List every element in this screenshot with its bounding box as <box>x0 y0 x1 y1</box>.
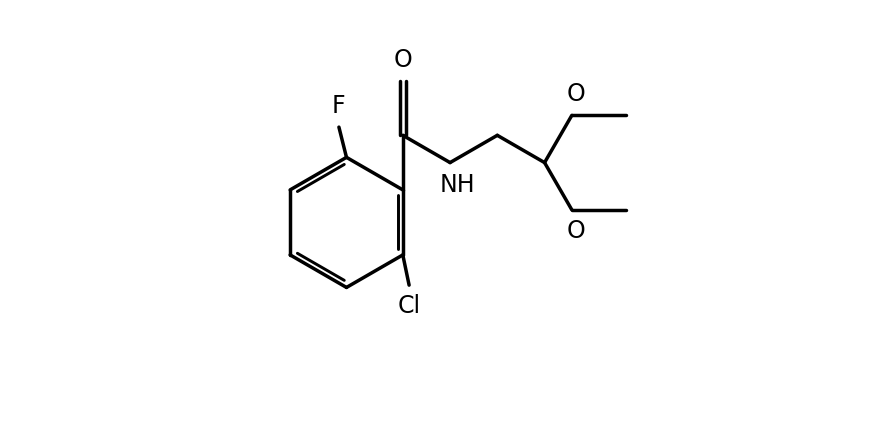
Text: NH: NH <box>439 173 476 197</box>
Text: O: O <box>393 48 412 71</box>
Text: O: O <box>567 82 586 106</box>
Text: Cl: Cl <box>398 294 421 318</box>
Text: O: O <box>567 219 586 243</box>
Text: F: F <box>332 94 346 118</box>
